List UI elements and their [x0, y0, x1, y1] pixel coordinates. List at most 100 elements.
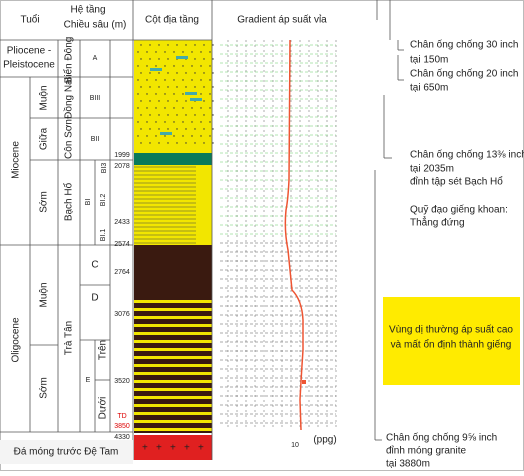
dot — [182, 121, 184, 123]
dot — [149, 58, 151, 60]
unit: Trên — [98, 340, 109, 360]
annotation: đỉnh tập sét Bạch Hổ — [410, 176, 503, 188]
td-depth: 3850 — [114, 423, 130, 430]
dot — [185, 72, 187, 74]
dot — [194, 72, 196, 74]
sand-stripe — [134, 388, 212, 391]
cross: + — [142, 443, 148, 454]
dot — [173, 135, 175, 137]
dot — [176, 114, 178, 116]
sand-stripe — [134, 364, 212, 367]
dot — [176, 44, 178, 46]
header-column: Cột địa tầng — [145, 14, 199, 26]
cross: + — [156, 443, 162, 454]
dot — [158, 128, 160, 130]
header-formation: Hệ tầng — [70, 4, 105, 16]
dot — [185, 100, 187, 102]
dot — [146, 65, 148, 67]
formation: Bạch Hổ — [63, 182, 75, 221]
dot — [191, 107, 193, 109]
dot — [209, 93, 211, 95]
dot — [173, 121, 175, 123]
sand-stripe — [134, 332, 212, 335]
dot — [194, 44, 196, 46]
sand-stripe — [134, 316, 212, 319]
header-gradient: Gradient áp suất vỉa — [237, 14, 327, 26]
dot — [155, 107, 157, 109]
dot — [191, 135, 193, 137]
dot — [137, 93, 139, 95]
dot — [149, 72, 151, 74]
dot — [158, 72, 160, 74]
green-layer — [134, 153, 212, 165]
annotation: Thẳng đứng — [410, 216, 465, 229]
zone-text: Vùng dị thường áp suất cao — [389, 324, 513, 336]
header-age: Tuổi — [20, 14, 39, 26]
dot — [185, 114, 187, 116]
cross: + — [198, 443, 204, 454]
unit: BI — [85, 199, 92, 206]
dot — [164, 79, 166, 81]
dot — [212, 86, 214, 88]
dot — [200, 135, 202, 137]
cross: + — [184, 443, 190, 454]
sand-stripe — [134, 300, 212, 303]
dot — [158, 114, 160, 116]
dot — [185, 142, 187, 144]
dot — [194, 114, 196, 116]
dot — [191, 79, 193, 81]
dot — [140, 72, 142, 74]
unit: BI.1 — [100, 229, 107, 242]
unit: C — [91, 260, 98, 271]
dot — [212, 72, 214, 74]
dot — [191, 51, 193, 53]
dot — [191, 121, 193, 123]
dot — [212, 142, 214, 144]
dot — [173, 93, 175, 95]
dot — [155, 121, 157, 123]
table-lines — [0, 0, 213, 460]
sand-stripe — [134, 420, 212, 423]
formation: Biển Đông — [63, 37, 75, 84]
sand-stripe — [134, 324, 212, 327]
sand-stripe — [134, 404, 212, 407]
dot — [158, 142, 160, 144]
brackets — [374, 0, 404, 441]
td-label: TD — [117, 413, 126, 420]
dot — [200, 107, 202, 109]
sand-stripe — [134, 348, 212, 351]
stage: Sớm — [39, 191, 50, 213]
unit: Dưới — [98, 397, 109, 420]
dot — [167, 58, 169, 60]
dot — [176, 86, 178, 88]
gradient-tick: 10 — [291, 442, 299, 449]
dot — [149, 44, 151, 46]
stage: Muộn — [39, 282, 50, 307]
dot — [155, 135, 157, 137]
dot — [212, 44, 214, 46]
dot — [140, 114, 142, 116]
lens — [176, 56, 188, 59]
annotation: Chân ống chống 9⅝ inch — [386, 432, 497, 444]
dot — [149, 86, 151, 88]
formation: Trà Tân — [64, 321, 75, 355]
dot — [182, 51, 184, 53]
dot — [203, 128, 205, 130]
dot — [185, 86, 187, 88]
dot — [164, 65, 166, 67]
dot — [203, 58, 205, 60]
annotation: đỉnh móng granite — [386, 445, 466, 457]
dot — [176, 100, 178, 102]
formation: Côn Sơn — [64, 119, 75, 159]
dot — [212, 58, 214, 60]
sand-stripe — [134, 308, 212, 311]
stage: Muộn — [39, 85, 50, 110]
dot — [140, 100, 142, 102]
dot — [194, 58, 196, 60]
zone-box — [383, 297, 520, 385]
depth: 3520 — [114, 378, 130, 385]
annotation: Quỹ đạo giếng khoan: — [410, 204, 508, 216]
unit: A — [93, 55, 98, 62]
unit: BI.2 — [100, 194, 107, 207]
